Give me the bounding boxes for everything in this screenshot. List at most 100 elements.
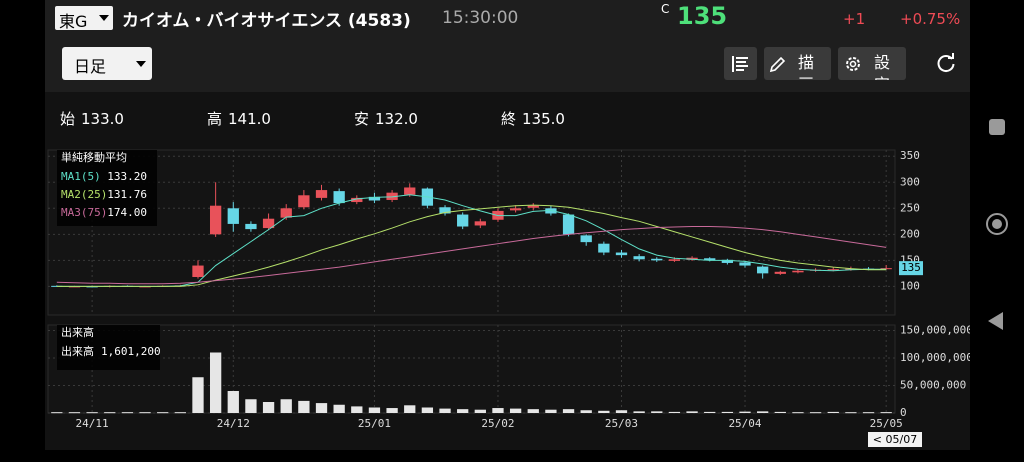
- volume-bar: [157, 412, 169, 414]
- volume-bar: [598, 410, 610, 413]
- last-price-label: 135: [901, 261, 921, 274]
- time: 15:30:00: [442, 8, 519, 28]
- dropdown-arrow: [136, 61, 146, 67]
- volume-bar: [51, 412, 63, 414]
- stock-title: カイオム・バイオサイエンス (4583): [122, 11, 411, 31]
- volume-bar: [298, 400, 310, 413]
- draw-button[interactable]: 描画: [764, 47, 831, 80]
- volume-bar: [880, 412, 892, 414]
- price-flag: C: [661, 2, 670, 16]
- ohlc-row: 始 133.0 高 141.0 安 132.0 終 135.0: [45, 92, 970, 148]
- ohlc-value: 132.0: [375, 110, 418, 128]
- volume-bar: [86, 412, 98, 414]
- x-tick-label: 25/05: [870, 417, 903, 430]
- x-tick-label: 25/01: [358, 417, 391, 430]
- legend-name: MA2(25): [61, 188, 107, 201]
- volume-bar: [545, 409, 557, 413]
- volume-bar: [792, 412, 804, 414]
- legend-title: 出来高: [61, 325, 94, 339]
- header: 東G カイオム・バイオサイエンス (4583) 15:30:00 C 135 +…: [45, 0, 970, 36]
- ma-line: [56, 204, 887, 287]
- legend-box: [57, 325, 160, 370]
- volume-bar: [404, 405, 416, 413]
- x-tick-label: 25/04: [728, 417, 761, 430]
- volume-bar: [615, 410, 628, 413]
- gear-icon: [846, 57, 860, 71]
- candle-body: [739, 262, 751, 266]
- recent-button[interactable]: [989, 119, 1005, 135]
- x-tick-label: 25/03: [605, 417, 638, 430]
- indicator-button[interactable]: [724, 47, 757, 80]
- volume-bar: [474, 409, 486, 413]
- home-button[interactable]: [986, 213, 1008, 235]
- candle-body: [545, 208, 557, 214]
- candle-body: [209, 205, 222, 235]
- x-tick-label: 25/02: [481, 417, 514, 430]
- volume-bar: [809, 412, 822, 414]
- ohlc-label: 高: [207, 110, 223, 128]
- toolbar: 日足 描画 設定: [45, 36, 970, 92]
- volume-bar: [227, 391, 239, 413]
- volume-bar: [774, 411, 786, 413]
- volume-bar: [492, 408, 504, 413]
- change: +1: [843, 10, 866, 28]
- period-select[interactable]: 日足: [62, 47, 152, 80]
- legend-name: MA1(5): [61, 170, 101, 183]
- last-price-tag: [899, 261, 923, 276]
- y-tick-label: 100: [900, 279, 920, 292]
- candle-body: [827, 269, 839, 271]
- volume-bar: [739, 411, 751, 413]
- app: 東G カイオム・バイオサイエンス (4583) 15:30:00 C 135 +…: [45, 0, 973, 461]
- y-tick-label: 150,000,000: [900, 324, 973, 337]
- market-select[interactable]: 東G: [55, 6, 113, 31]
- candle-body: [792, 270, 804, 273]
- volume-bar: [351, 406, 363, 413]
- settings-button[interactable]: 設定: [838, 47, 906, 80]
- candle-body: [757, 266, 769, 274]
- y-tick-label: 350: [900, 149, 920, 162]
- change-pct: +0.75%: [900, 10, 961, 28]
- volume-bar: [704, 411, 716, 413]
- legend-value: 1,601,200: [101, 345, 161, 358]
- volume-bar: [245, 399, 257, 413]
- candle-body: [668, 259, 681, 261]
- candle-body: [845, 268, 857, 270]
- candle-body: [651, 258, 663, 261]
- candle-body: [774, 271, 786, 274]
- candle-body: [368, 196, 381, 201]
- candle-body: [280, 208, 292, 218]
- volume-bar: [580, 410, 592, 413]
- volume-bar: [668, 411, 681, 413]
- candle-body: [633, 256, 645, 260]
- indicator-icon: [732, 56, 748, 72]
- y-tick-label: 300: [900, 175, 920, 188]
- volume-bar: [262, 402, 275, 413]
- ma-line: [56, 226, 887, 285]
- volume-bar: [562, 409, 575, 413]
- volume-bar: [633, 411, 645, 413]
- date-nav[interactable]: < 05/07 >: [868, 432, 922, 461]
- volume-bar: [192, 377, 204, 413]
- candle-body: [262, 218, 275, 229]
- legend-label: 出来高: [61, 344, 94, 358]
- panel: [47, 324, 896, 414]
- candle-body: [227, 208, 239, 224]
- candle-body: [333, 191, 345, 204]
- back-button[interactable]: [988, 312, 1003, 330]
- volume-bar: [686, 411, 698, 413]
- candle-body: [457, 214, 469, 227]
- y-tick-label: 200: [900, 227, 920, 240]
- volume-bar: [651, 411, 663, 413]
- volume-bar: [421, 407, 434, 413]
- candle-body: [686, 257, 698, 260]
- ohlc-label: 始: [60, 110, 76, 128]
- legend-value: 133.20: [107, 170, 147, 183]
- refresh-button[interactable]: [935, 52, 957, 74]
- volume-bar: [509, 408, 522, 413]
- ohlc-value: 135.0: [522, 110, 565, 128]
- ohlc-item: 終 135.0: [501, 108, 565, 129]
- y-tick-label: 250: [900, 201, 920, 214]
- candle-body: [298, 195, 310, 208]
- pencil-icon: [769, 56, 786, 73]
